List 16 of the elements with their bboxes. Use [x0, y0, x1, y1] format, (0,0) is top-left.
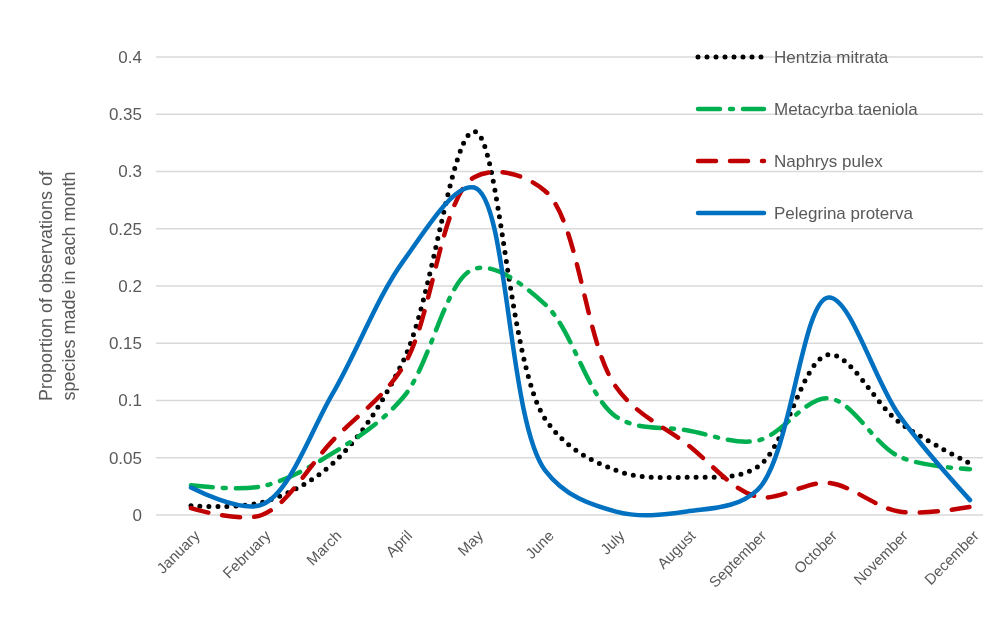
legend-label: Pelegrina proterva: [774, 203, 914, 223]
y-tick-label: 0.15: [108, 334, 142, 354]
y-tick-label: 0.3: [118, 162, 142, 182]
y-axis-title: Proportion of observations of species made in each month: [36, 169, 79, 402]
y-tick-label: 0.25: [108, 219, 142, 239]
y-tick-label: 0.4: [118, 47, 142, 67]
y-tick-label: 0.05: [108, 448, 142, 468]
y-tick-label: 0.1: [118, 391, 142, 411]
x-tick-label: July: [596, 526, 629, 558]
legend-label: Metacyrba taeniola: [774, 99, 919, 119]
y-tick-label: 0.35: [108, 105, 142, 125]
legend-label: Hentzia mitrata: [774, 47, 889, 67]
x-tick-label: May: [454, 526, 487, 559]
y-tick-label: 0: [132, 505, 142, 525]
legend-label: Naphrys pulex: [774, 151, 884, 171]
y-tick-label: 0.2: [118, 276, 142, 296]
